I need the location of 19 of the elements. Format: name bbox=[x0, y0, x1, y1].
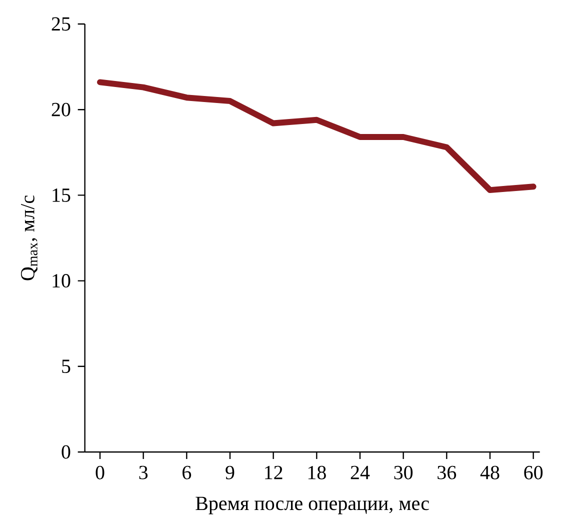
x-tick-label: 24 bbox=[350, 466, 370, 480]
x-tick-label: 48 bbox=[480, 466, 500, 480]
x-tick-label: 3 bbox=[139, 466, 148, 480]
x-tick-label: 18 bbox=[308, 466, 326, 480]
x-tick-label: 36 bbox=[438, 466, 456, 480]
x-tick-label: 12 bbox=[265, 466, 282, 480]
x-axis-title: Время после операции, мес bbox=[196, 496, 429, 514]
x-tick-label: 0 bbox=[96, 466, 104, 480]
y-tick-label: 20 bbox=[52, 102, 70, 116]
y-tick-label: 5 bbox=[62, 360, 70, 374]
y-tick-label: 0 bbox=[62, 445, 70, 459]
y-axis-title: Q$_{max}$, мл/с bbox=[20, 196, 38, 280]
y-tick-label: 10 bbox=[52, 274, 70, 288]
x-tick-label: 6 bbox=[182, 466, 192, 480]
x-tick-label: 60 bbox=[524, 466, 543, 480]
x-tick-label: 30 bbox=[394, 466, 413, 480]
y-tick-label: 15 bbox=[52, 188, 70, 202]
x-tick-label: 9 bbox=[226, 466, 234, 480]
y-tick-label: 25 bbox=[52, 17, 70, 31]
